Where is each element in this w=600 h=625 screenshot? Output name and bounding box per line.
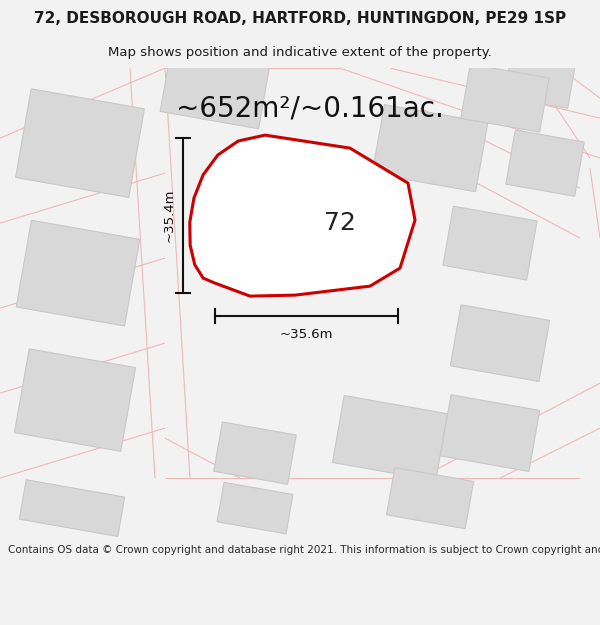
Polygon shape xyxy=(214,422,296,484)
Text: 72: 72 xyxy=(324,211,356,235)
Polygon shape xyxy=(160,48,270,129)
Polygon shape xyxy=(440,395,539,471)
Polygon shape xyxy=(16,220,140,326)
Polygon shape xyxy=(217,482,293,534)
Polygon shape xyxy=(451,305,550,381)
Polygon shape xyxy=(14,349,136,451)
Polygon shape xyxy=(16,89,145,198)
Polygon shape xyxy=(332,396,448,481)
Polygon shape xyxy=(443,206,537,280)
Polygon shape xyxy=(461,64,549,132)
Text: ~35.6m: ~35.6m xyxy=(280,328,333,341)
Polygon shape xyxy=(238,175,382,281)
Polygon shape xyxy=(19,480,125,536)
Text: 72, DESBOROUGH ROAD, HARTFORD, HUNTINGDON, PE29 1SP: 72, DESBOROUGH ROAD, HARTFORD, HUNTINGDO… xyxy=(34,11,566,26)
Polygon shape xyxy=(506,130,584,196)
Text: ~35.4m: ~35.4m xyxy=(163,189,176,242)
Text: Desborough Road: Desborough Road xyxy=(224,145,251,245)
Polygon shape xyxy=(372,104,488,192)
Text: Map shows position and indicative extent of the property.: Map shows position and indicative extent… xyxy=(108,46,492,59)
Text: Contains OS data © Crown copyright and database right 2021. This information is : Contains OS data © Crown copyright and d… xyxy=(8,545,600,555)
Polygon shape xyxy=(503,48,577,108)
Polygon shape xyxy=(386,468,473,529)
Text: ~652m²/~0.161ac.: ~652m²/~0.161ac. xyxy=(176,94,444,122)
Polygon shape xyxy=(190,135,415,296)
